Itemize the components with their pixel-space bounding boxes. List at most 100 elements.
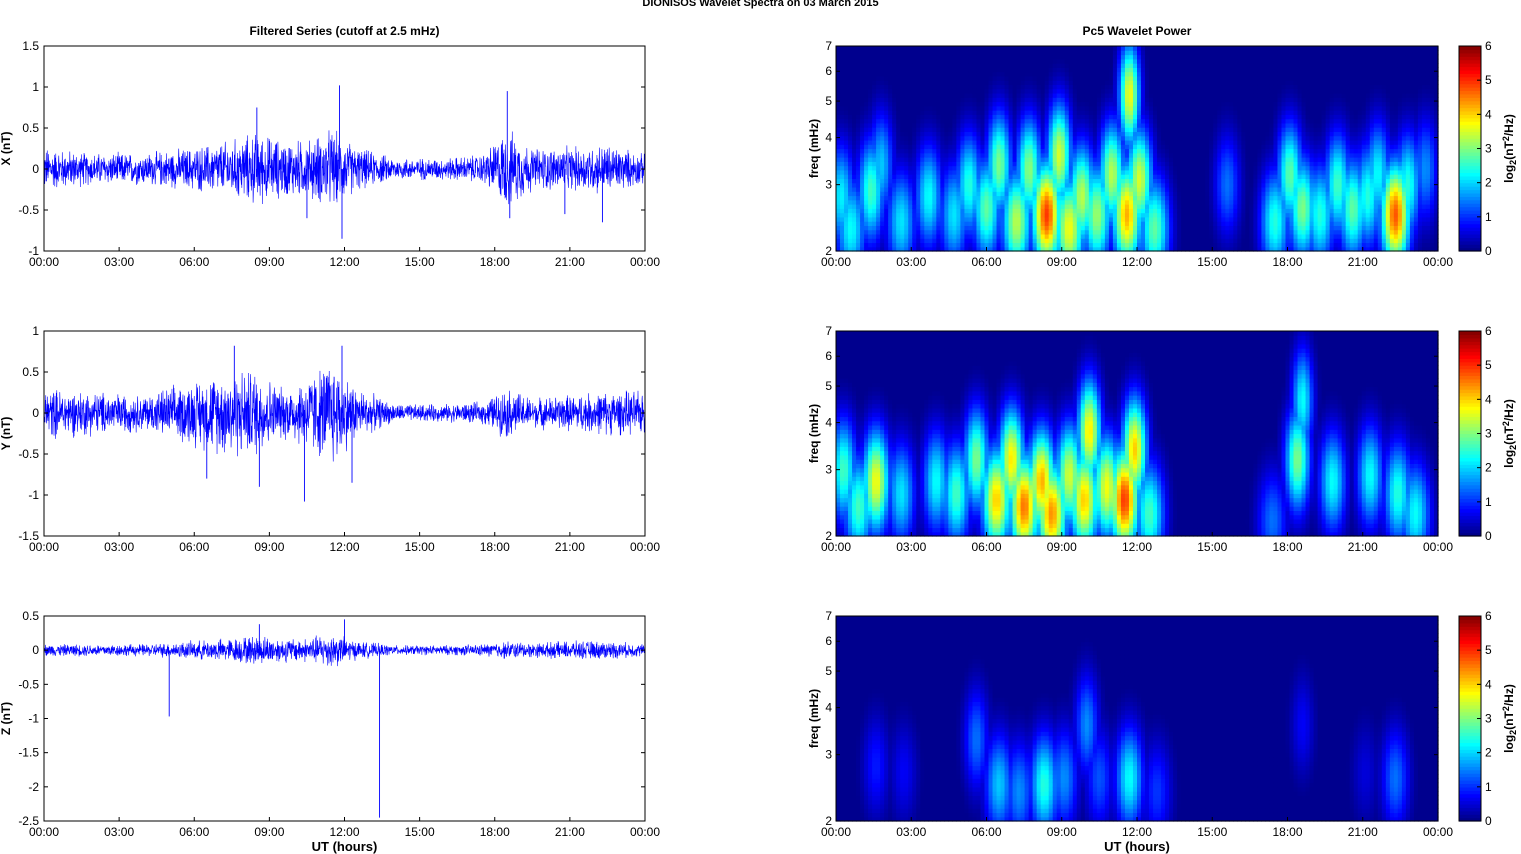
heatmap-cell bbox=[1145, 50, 1150, 56]
heatmap-cell bbox=[1036, 135, 1042, 141]
heatmap-cell bbox=[932, 174, 937, 179]
heatmap-cell bbox=[1060, 152, 1066, 158]
heatmap-cell bbox=[1145, 131, 1150, 137]
heatmap-cell bbox=[940, 80, 945, 86]
heatmap-cell bbox=[1213, 225, 1218, 231]
heatmap-cell bbox=[884, 178, 889, 184]
heatmap-cell bbox=[840, 195, 845, 201]
heatmap-cell bbox=[1092, 105, 1098, 111]
heatmap-cell bbox=[1213, 58, 1218, 64]
heatmap-cell bbox=[1052, 204, 1058, 209]
heatmap-cell bbox=[1004, 178, 1010, 184]
heatmap-cell bbox=[976, 63, 982, 68]
heatmap-cell bbox=[1209, 127, 1214, 133]
heatmap-cell bbox=[952, 208, 957, 214]
heatmap-cell bbox=[1076, 157, 1082, 162]
heatmap-cell bbox=[844, 105, 849, 111]
heatmap-cell bbox=[1132, 191, 1138, 197]
heatmap-cell bbox=[944, 238, 949, 244]
heatmap-cell bbox=[1213, 118, 1218, 124]
heatmap-cell bbox=[956, 50, 962, 56]
heatmap-cell bbox=[1056, 178, 1062, 184]
heatmap-cell bbox=[1165, 221, 1170, 226]
heatmap-cell bbox=[1229, 229, 1234, 235]
heatmap-cell bbox=[1008, 80, 1014, 86]
heatmap-cell bbox=[1020, 50, 1026, 56]
heatmap-cell bbox=[1201, 80, 1206, 86]
heatmap-cell bbox=[1221, 110, 1226, 115]
heatmap-cell bbox=[1064, 58, 1070, 64]
heatmap-cell bbox=[1048, 135, 1054, 141]
heatmap-cell bbox=[1032, 233, 1038, 239]
heatmap-cell bbox=[1040, 101, 1046, 107]
heatmap-cell bbox=[1225, 208, 1230, 214]
heatmap-cell bbox=[1044, 233, 1050, 239]
heatmap-cell bbox=[996, 233, 1002, 239]
heatmap-cell bbox=[848, 178, 853, 184]
heatmap-cell bbox=[1088, 212, 1094, 218]
heatmap-cell bbox=[1064, 216, 1070, 222]
heatmap-cell bbox=[1153, 58, 1158, 64]
heatmap-cell bbox=[996, 238, 1002, 244]
heatmap-cell bbox=[904, 63, 909, 68]
heatmap-cell bbox=[1036, 246, 1042, 252]
heatmap-cell bbox=[968, 135, 974, 141]
heatmap-cell bbox=[1096, 148, 1102, 154]
heatmap-cell bbox=[956, 229, 962, 235]
heatmap-cell bbox=[924, 225, 929, 231]
heatmap-cell bbox=[1221, 174, 1226, 179]
ts-xtick-label: 00:00 bbox=[630, 825, 660, 839]
heatmap-cell bbox=[1197, 88, 1202, 94]
ts-xtick-label: 06:00 bbox=[179, 825, 209, 839]
heatmap-cell bbox=[1209, 182, 1214, 188]
heatmap-cell bbox=[860, 191, 865, 197]
heatmap-cell bbox=[1068, 67, 1074, 73]
heatmap-cell bbox=[1137, 195, 1142, 201]
heatmap-cell bbox=[1008, 191, 1014, 197]
heatmap-cell bbox=[1120, 178, 1126, 184]
heatmap-cell bbox=[1112, 229, 1118, 235]
heatmap-cell bbox=[1141, 178, 1146, 184]
heatmap-cell bbox=[1185, 80, 1190, 86]
heatmap-cell bbox=[1044, 169, 1050, 175]
heatmap-cell bbox=[1116, 182, 1122, 188]
heatmap-cell bbox=[944, 212, 949, 218]
heatmap-cell bbox=[1028, 216, 1034, 222]
heatmap-cell bbox=[1036, 161, 1042, 167]
heatmap-cell bbox=[1217, 105, 1222, 111]
heatmap-cell bbox=[1233, 212, 1238, 218]
heatmap-cell bbox=[1141, 157, 1146, 162]
heatmap-cell bbox=[888, 54, 893, 60]
heatmap-cell bbox=[912, 178, 917, 184]
heatmap-cell bbox=[908, 135, 913, 141]
heatmap-cell bbox=[1173, 233, 1178, 239]
heatmap-cell bbox=[1237, 92, 1242, 98]
heatmap-cell bbox=[1000, 216, 1006, 222]
heatmap-cell bbox=[1108, 46, 1114, 51]
heatmap-cell bbox=[888, 148, 893, 154]
heatmap-cell bbox=[976, 54, 982, 60]
heatmap-cell bbox=[1024, 110, 1030, 115]
heatmap-cell bbox=[836, 131, 841, 137]
heatmap-cell bbox=[848, 127, 853, 133]
heatmap-cell bbox=[852, 229, 857, 235]
heatmap-cell bbox=[968, 199, 974, 205]
heatmap-cell bbox=[1173, 161, 1178, 167]
heatmap-cell bbox=[892, 110, 897, 115]
heatmap-cell bbox=[1064, 50, 1070, 56]
heatmap-cell bbox=[1052, 242, 1058, 248]
heatmap-cell bbox=[900, 80, 905, 86]
heatmap-cell bbox=[1108, 139, 1114, 145]
ts-xtick-label: 00:00 bbox=[630, 255, 660, 269]
heatmap-cell bbox=[1064, 54, 1070, 60]
heatmap-cell bbox=[920, 71, 925, 77]
heatmap-cell bbox=[1060, 101, 1066, 107]
heatmap-cell bbox=[960, 50, 966, 56]
heatmap-cell bbox=[908, 63, 913, 68]
heatmap-cell bbox=[1132, 131, 1138, 137]
heatmap-cell bbox=[1112, 195, 1118, 201]
heatmap-cell bbox=[968, 174, 974, 179]
heatmap-cell bbox=[1116, 148, 1122, 154]
heatmap-cell bbox=[1024, 195, 1030, 201]
heatmap-cell bbox=[1165, 186, 1170, 192]
